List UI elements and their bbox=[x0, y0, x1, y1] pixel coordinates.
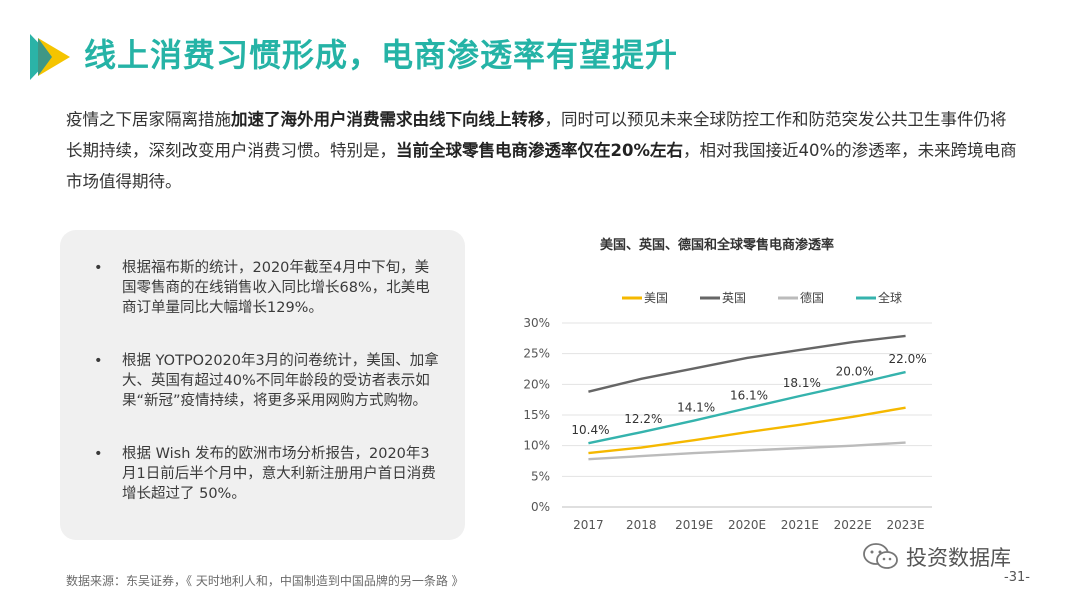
x-tick-label: 2020E bbox=[728, 518, 766, 532]
x-tick-label: 2021E bbox=[781, 518, 819, 532]
x-tick-label: 2017 bbox=[573, 518, 604, 532]
data-label: 10.4% bbox=[571, 423, 609, 437]
intro-text-1: 疫情之下居家隔离措施 bbox=[66, 110, 231, 129]
data-label: 18.1% bbox=[783, 376, 821, 390]
y-tick-label: 15% bbox=[523, 408, 550, 422]
bullet-text: 根据福布斯的统计，2020年截至4月中下旬，美国零售商的在线销售收入同比增长68… bbox=[122, 260, 430, 316]
wechat-icon bbox=[863, 543, 898, 569]
x-tick-label: 2018 bbox=[626, 518, 657, 532]
bullet-dot: • bbox=[94, 446, 103, 462]
page-number: -31- bbox=[1004, 570, 1030, 585]
bullet-text: 根据 Wish 发布的欧洲市场分析报告，2020年3月1日前后半个月中，意大利新… bbox=[122, 446, 436, 502]
y-tick-label: 20% bbox=[523, 377, 550, 391]
series-line bbox=[588, 370, 906, 445]
brand-name: 投资数据库 bbox=[906, 546, 1011, 570]
data-label: 14.1% bbox=[677, 401, 715, 415]
data-label: 22.0% bbox=[889, 352, 927, 366]
bullet-panel: • 根据福布斯的统计，2020年截至4月中下旬，美国零售商的在线销售收入同比增长6… bbox=[60, 230, 465, 540]
series-line bbox=[588, 441, 906, 461]
data-label: 20.0% bbox=[836, 364, 874, 378]
bullet-dot: • bbox=[94, 260, 103, 276]
play-triangle-logo-icon bbox=[30, 34, 70, 80]
x-tick-label: 2023E bbox=[887, 518, 925, 532]
data-label: 12.2% bbox=[624, 412, 662, 426]
y-tick-label: 25% bbox=[523, 347, 550, 361]
series-line bbox=[588, 406, 906, 455]
legend-label: 英国 bbox=[722, 291, 746, 305]
bullet-item: • 根据福布斯的统计，2020年截至4月中下旬，美国零售商的在线销售收入同比增长6… bbox=[94, 258, 439, 318]
intro-bold-1: 加速了海外用户消费需求由线下向线上转移 bbox=[231, 110, 545, 129]
bullet-item: • 根据 YOTPO2020年3月的问卷统计，美国、加拿大、英国有超过40%不同年… bbox=[94, 351, 439, 411]
x-tick-label: 2022E bbox=[834, 518, 872, 532]
y-tick-label: 5% bbox=[531, 469, 550, 483]
chart-title: 美国、英国、德国和全球零售电商渗透率 bbox=[600, 238, 835, 253]
x-tick-label: 2019E bbox=[675, 518, 713, 532]
brand-watermark: 投资数据库 bbox=[862, 542, 1011, 572]
intro-text-2: ，同时可以预见未来全球防控工作和防范突发公共卫生事件仍将长期持续，深刻改变用户消… bbox=[66, 110, 1007, 160]
intro-bold-2: 当前全球零售电商渗透率仅在20%左右 bbox=[396, 141, 683, 160]
data-label: 16.1% bbox=[730, 388, 768, 402]
bullet-dot: • bbox=[94, 353, 103, 369]
legend-label: 美国 bbox=[644, 291, 668, 305]
series-line bbox=[588, 334, 906, 393]
bullet-item: • 根据 Wish 发布的欧洲市场分析报告，2020年3月1日前后半个月中，意大利… bbox=[94, 444, 439, 504]
legend-label: 全球 bbox=[878, 290, 902, 305]
y-tick-label: 10% bbox=[523, 439, 550, 453]
y-tick-label: 30% bbox=[523, 316, 550, 330]
intro-text-3: ，相对我国接近40%的渗透率，未来跨境电商市场值得期待。 bbox=[66, 141, 1017, 191]
y-tick-label: 0% bbox=[531, 500, 550, 514]
penetration-line-chart: 0% 5% 10% 15% 20% 25% 30% 2017 2018 2019E 2020E 202… bbox=[523, 290, 932, 532]
data-source: 数据来源：东吴证券，《 天时地利人和，中国制造到中国品牌的另一条路 》 bbox=[66, 574, 464, 588]
bullet-text: 根据 YOTPO2020年3月的问卷统计，美国、加拿大、英国有超过40%不同年龄… bbox=[122, 353, 439, 409]
intro-paragraph: 疫情之下居家隔离措施加速了海外用户消费需求由线下向线上转移，同时可以预见未来全球… bbox=[66, 104, 1021, 197]
legend-label: 德国 bbox=[800, 290, 824, 305]
page-title: 线上消费习惯形成，电商渗透率有望提升 bbox=[84, 36, 679, 74]
